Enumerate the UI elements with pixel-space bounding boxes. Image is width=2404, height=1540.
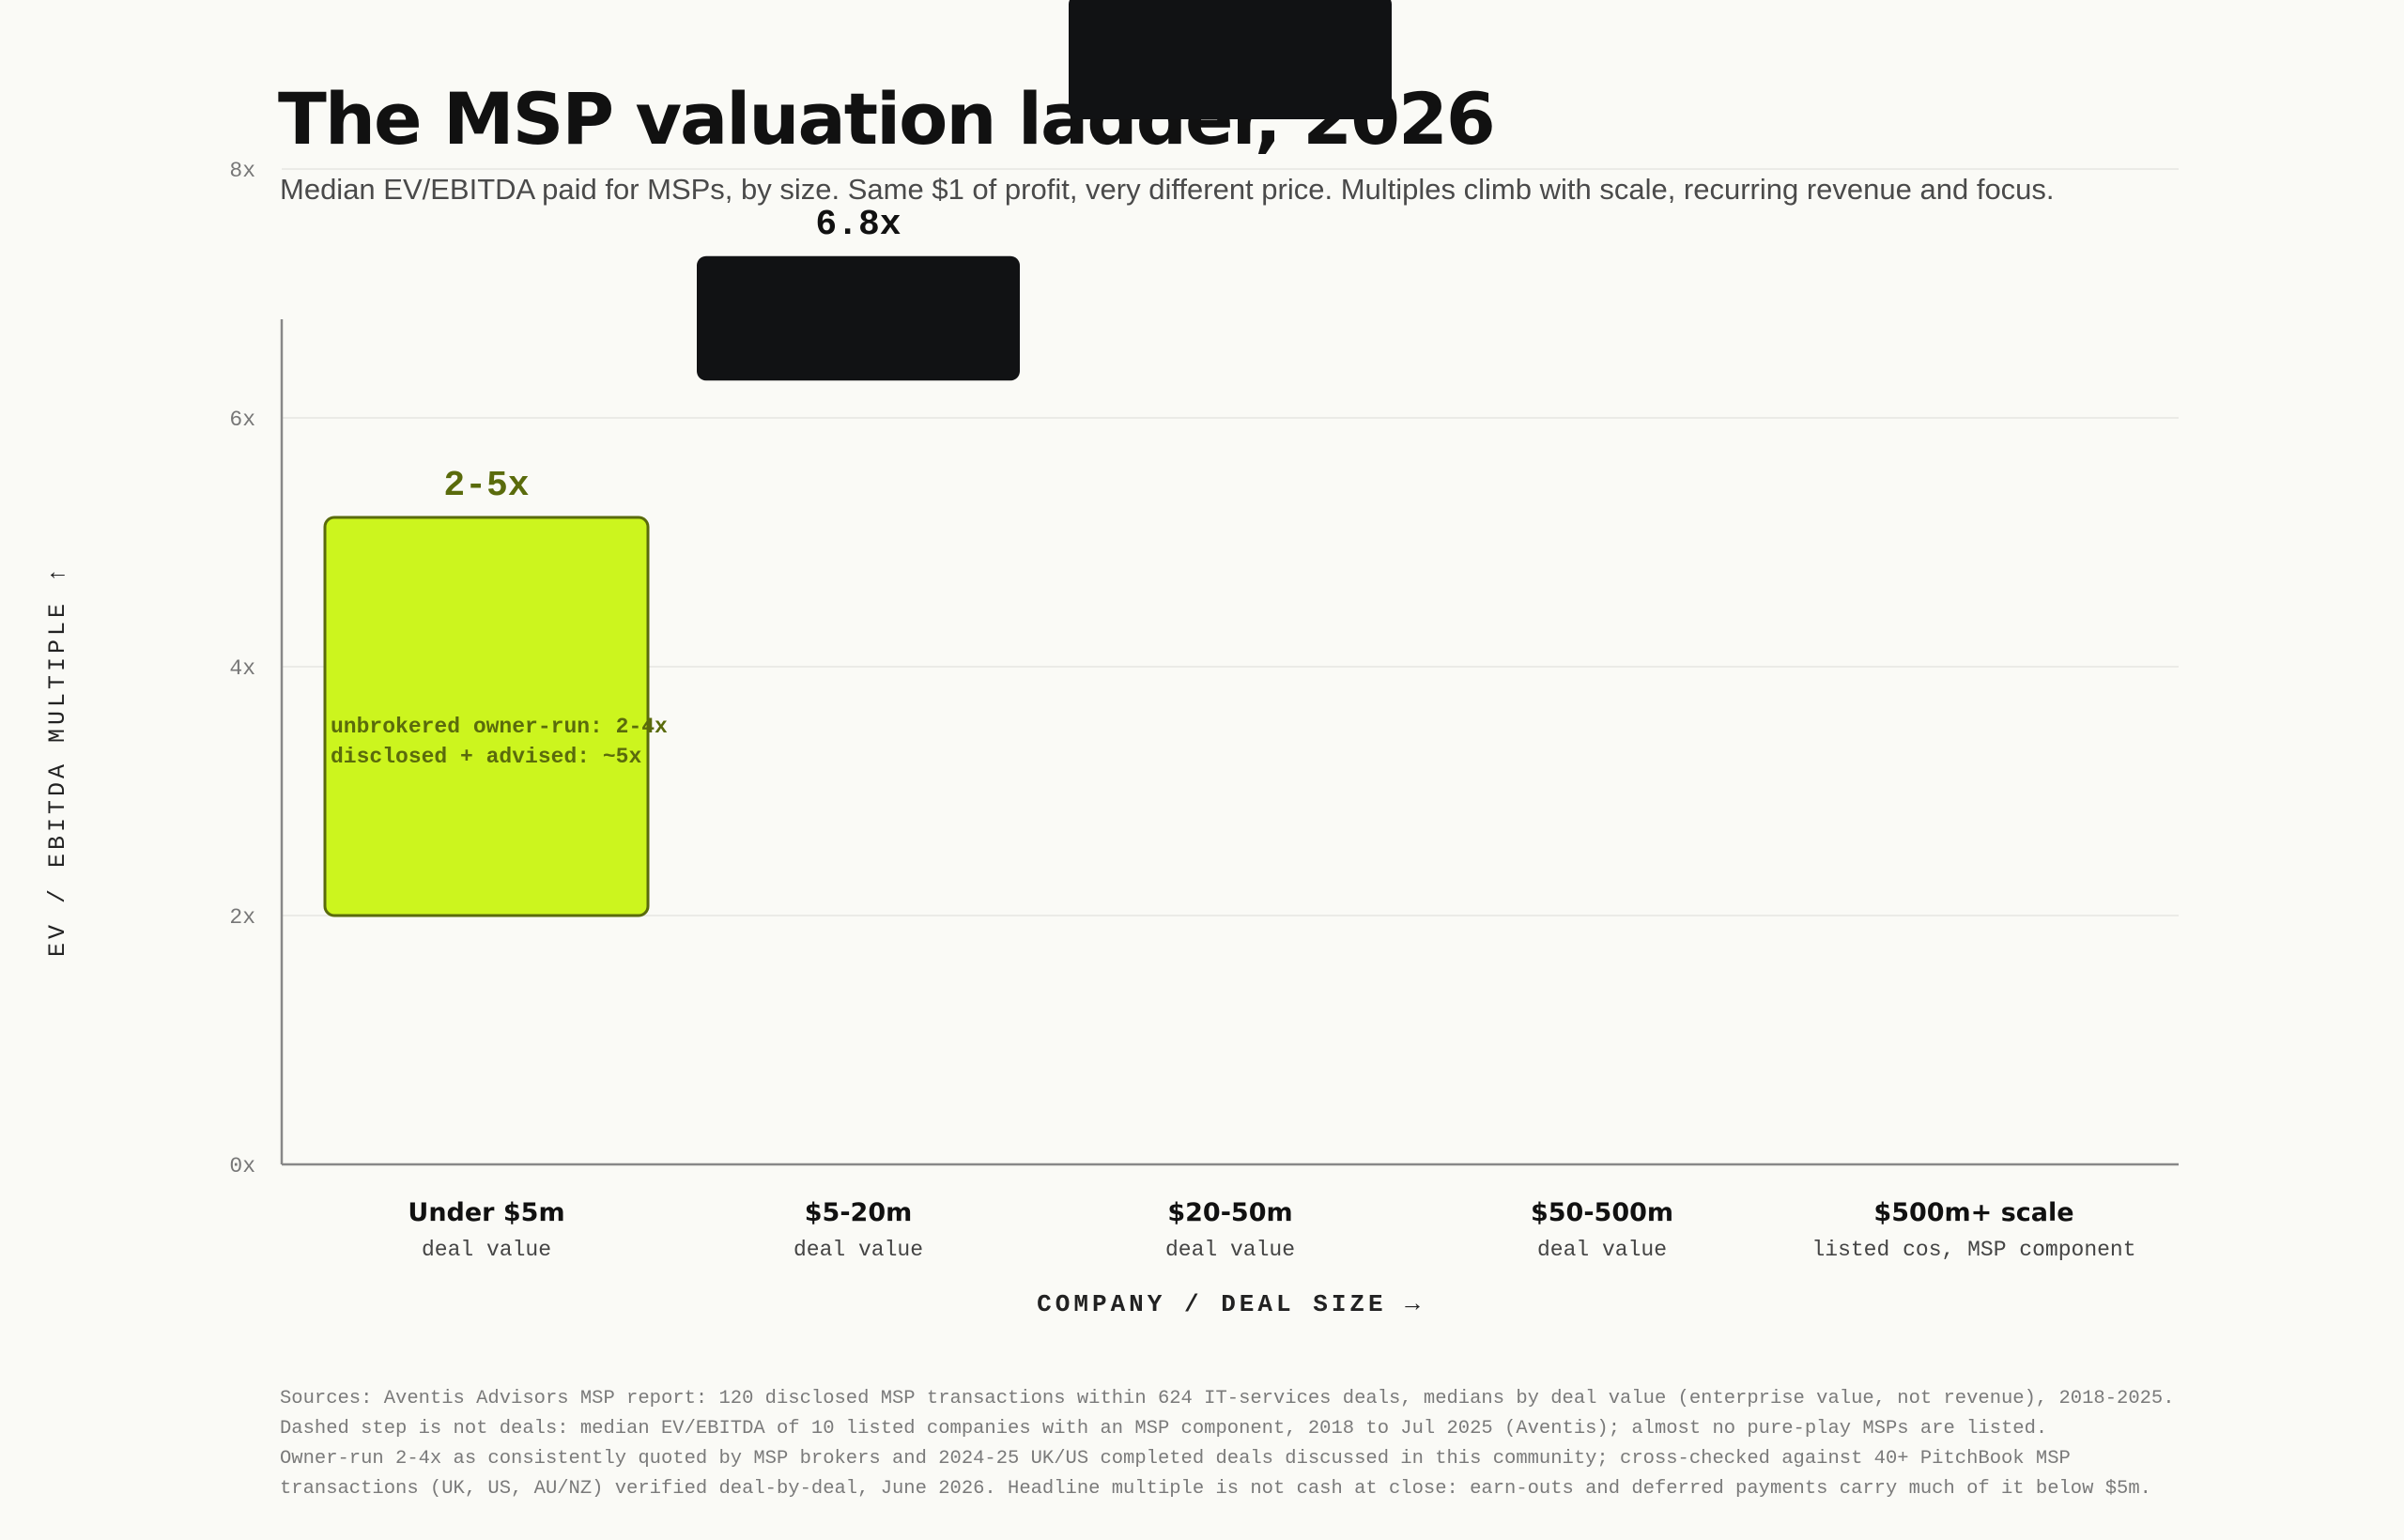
bar-2 [697, 255, 1020, 381]
bar-3 [1069, 0, 1392, 119]
x-category-sublabel: deal value [794, 1238, 923, 1262]
sources-line: Sources: Aventis Advisors MSP report: 12… [280, 1388, 2175, 1409]
y-axis-label: EV / EBITDA MULTIPLE ↑ [44, 564, 71, 957]
y-tick-label: 6x [229, 408, 255, 432]
x-category-label: $500m+ scale [1873, 1198, 2073, 1227]
x-category-sublabel: deal value [1165, 1238, 1295, 1262]
y-tick-label: 4x [229, 656, 255, 681]
bar-annotation: unbrokered owner-run: 2-4x [331, 715, 668, 739]
bar-value-label: 6.8x [815, 205, 901, 245]
x-category-sublabel: deal value [422, 1238, 551, 1262]
sources-line: Dashed step is not deals: median EV/EBIT… [280, 1418, 2048, 1440]
x-category-sublabel: listed cos, MSP component [1811, 1238, 2135, 1262]
x-category-label: $20-50m [1167, 1198, 1292, 1227]
sources-line: Owner-run 2-4x as consistently quoted by… [280, 1448, 2071, 1470]
x-category-sublabel: deal value [1537, 1238, 1667, 1262]
bar-annotation: disclosed + advised: ~5x [331, 745, 641, 769]
bar-value-label: 2-5x [443, 466, 529, 506]
bar-1 [323, 516, 650, 917]
valuation-ladder-chart: 0x2x4x6x8x10x12xEV / EBITDA MULTIPLE ↑CO… [44, 0, 2179, 1318]
x-axis-label: COMPANY / DEAL SIZE → [1037, 1290, 1424, 1318]
chart-subtitle: Median EV/EBITDA paid for MSPs, by size.… [280, 173, 2055, 206]
y-tick-label: 2x [229, 905, 255, 930]
x-category-label: $5-20m [805, 1198, 913, 1227]
sources-footnote: Sources: Aventis Advisors MSP report: 12… [280, 1384, 2374, 1504]
y-tick-label: 0x [229, 1154, 255, 1178]
x-category-label: $50-500m [1531, 1198, 1673, 1227]
y-tick-label: 8x [229, 159, 255, 183]
x-category-label: Under $5m [408, 1198, 564, 1227]
sources-line: transactions (UK, US, AU/NZ) verified de… [280, 1478, 2151, 1500]
